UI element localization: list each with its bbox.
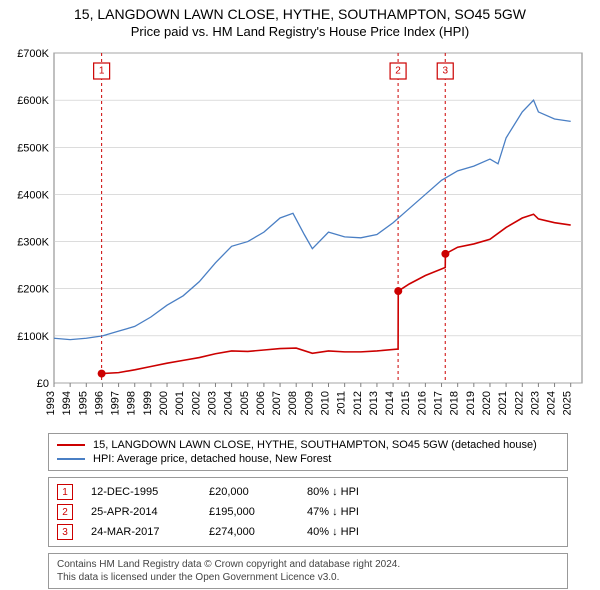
marker-number: 1 [99, 66, 105, 77]
transaction-row: 3 24-MAR-2017 £274,000 40% ↓ HPI [57, 522, 559, 542]
transaction-row: 1 12-DEC-1995 £20,000 80% ↓ HPI [57, 482, 559, 502]
x-tick-label: 2007 [271, 391, 283, 415]
plot-area [54, 53, 582, 383]
transaction-price: £195,000 [209, 506, 289, 518]
legend-box: 15, LANGDOWN LAWN CLOSE, HYTHE, SOUTHAMP… [48, 433, 568, 471]
x-tick-label: 2008 [287, 391, 299, 415]
page-container: 15, LANGDOWN LAWN CLOSE, HYTHE, SOUTHAMP… [0, 0, 600, 590]
transaction-price: £20,000 [209, 486, 289, 498]
x-tick-label: 1993 [45, 391, 57, 415]
transaction-date: 25-APR-2014 [91, 506, 191, 518]
x-axis: 1993 1994 1995 1996 1997 1998 1999 2000 2001 2002… [45, 383, 574, 415]
chart-svg: £0 £100K £200K £300K £400K £500K £600K £700K 199… [10, 49, 590, 427]
x-tick-label: 1995 [77, 391, 89, 415]
transaction-marker: 1 [57, 484, 73, 500]
footer-line2: This data is licensed under the Open Gov… [57, 571, 559, 584]
x-tick-label: 1994 [61, 391, 73, 415]
legend-swatch [57, 458, 85, 460]
x-tick-label: 2014 [384, 391, 396, 415]
transaction-date: 12-DEC-1995 [91, 486, 191, 498]
x-tick-label: 2010 [319, 391, 331, 415]
y-tick-label: £600K [17, 95, 49, 107]
title-sub: Price paid vs. HM Land Registry's House … [10, 24, 590, 39]
x-tick-label: 2013 [368, 391, 380, 415]
marker-number: 3 [442, 66, 448, 77]
legend-label: HPI: Average price, detached house, New … [93, 453, 331, 465]
series-dot [394, 287, 402, 295]
chart-area: £0 £100K £200K £300K £400K £500K £600K £700K 199… [10, 49, 590, 427]
legend-swatch [57, 444, 85, 446]
series-dot [98, 370, 106, 378]
transaction-delta: 47% ↓ HPI [307, 506, 359, 518]
y-tick-label: £500K [17, 142, 49, 154]
y-tick-label: £0 [37, 378, 49, 390]
x-tick-label: 2009 [303, 391, 315, 415]
x-tick-label: 1997 [110, 391, 122, 415]
y-tick-label: £200K [17, 284, 49, 296]
footer-line1: Contains HM Land Registry data © Crown c… [57, 558, 559, 571]
x-tick-label: 2015 [400, 391, 412, 415]
x-tick-label: 2011 [336, 391, 348, 415]
x-tick-label: 2006 [255, 391, 267, 415]
y-tick-label: £700K [17, 49, 49, 60]
x-tick-label: 2012 [352, 391, 364, 415]
marker-number: 2 [395, 66, 401, 77]
transactions-table: 1 12-DEC-1995 £20,000 80% ↓ HPI 2 25-APR-2014… [48, 477, 568, 547]
x-tick-label: 1998 [126, 391, 138, 415]
transaction-delta: 80% ↓ HPI [307, 486, 359, 498]
title-main: 15, LANGDOWN LAWN CLOSE, HYTHE, SOUTHAMP… [10, 6, 590, 22]
x-tick-label: 2018 [449, 391, 461, 415]
transaction-delta: 40% ↓ HPI [307, 526, 359, 538]
y-tick-label: £400K [17, 189, 49, 201]
x-tick-label: 2000 [158, 391, 170, 415]
x-tick-label: 2023 [529, 391, 541, 415]
x-tick-label: 1999 [142, 391, 154, 415]
x-tick-label: 2021 [497, 391, 509, 415]
x-tick-label: 2019 [465, 391, 477, 415]
y-tick-label: £300K [17, 237, 49, 249]
x-tick-label: 2004 [223, 391, 235, 415]
x-tick-label: 2016 [416, 391, 428, 415]
x-tick-label: 2005 [239, 391, 251, 415]
x-tick-label: 1996 [93, 391, 105, 415]
series-dot [441, 250, 449, 258]
x-tick-label: 2022 [513, 391, 525, 415]
transaction-marker: 3 [57, 524, 73, 540]
legend-row: 15, LANGDOWN LAWN CLOSE, HYTHE, SOUTHAMP… [57, 438, 559, 452]
title-block: 15, LANGDOWN LAWN CLOSE, HYTHE, SOUTHAMP… [0, 0, 600, 41]
x-tick-label: 2017 [433, 391, 445, 415]
transaction-row: 2 25-APR-2014 £195,000 47% ↓ HPI [57, 502, 559, 522]
x-tick-label: 2020 [481, 391, 493, 415]
transaction-price: £274,000 [209, 526, 289, 538]
footer-box: Contains HM Land Registry data © Crown c… [48, 553, 568, 589]
x-tick-label: 2025 [562, 391, 574, 415]
y-tick-label: £100K [17, 331, 49, 343]
x-tick-label: 2003 [206, 391, 218, 415]
transaction-marker: 2 [57, 504, 73, 520]
transaction-date: 24-MAR-2017 [91, 526, 191, 538]
legend-label: 15, LANGDOWN LAWN CLOSE, HYTHE, SOUTHAMP… [93, 439, 537, 451]
x-tick-label: 2024 [546, 391, 558, 415]
legend-row: HPI: Average price, detached house, New … [57, 452, 559, 466]
x-tick-label: 2001 [174, 391, 186, 415]
x-tick-label: 2002 [190, 391, 202, 415]
